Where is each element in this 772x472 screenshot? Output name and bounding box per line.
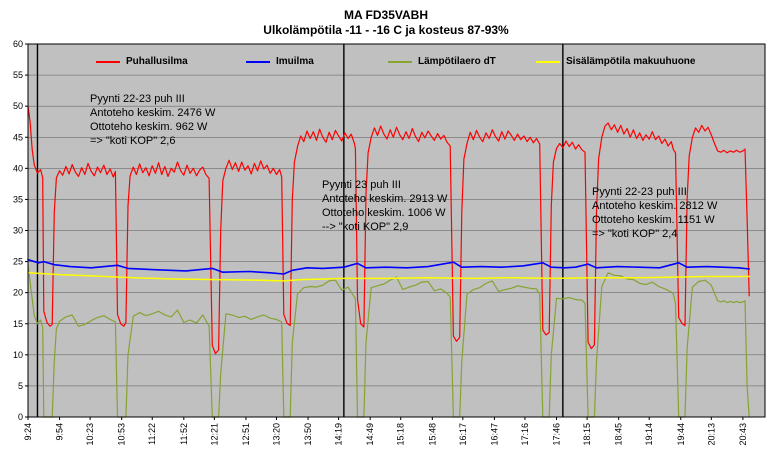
legend-item-puhallusilma: Puhallusilma xyxy=(96,56,188,67)
x-tick-label: 15:48 xyxy=(427,423,437,446)
annotation-line: Antoteho keskim. 2913 W xyxy=(322,193,448,205)
x-tick-label: 13:20 xyxy=(271,423,281,446)
x-tick-label: 17:46 xyxy=(552,423,562,446)
x-tick-label: 10:23 xyxy=(85,423,95,446)
legend-swatch-red-line-icon xyxy=(96,60,120,63)
y-tick-label: 0 xyxy=(18,412,23,422)
x-tick-label: 19:44 xyxy=(676,423,686,446)
annotation-line: --> "koti KOP" 2,9 xyxy=(322,221,409,233)
y-tick-label: 20 xyxy=(13,288,23,298)
x-tick-label: 11:22 xyxy=(147,423,157,445)
x-tick-label: 11:52 xyxy=(179,423,189,445)
annotation-line: Pyynti 22-23 puh III xyxy=(90,93,185,105)
y-tick-label: 5 xyxy=(18,381,23,391)
annotation-period-3: Pyynti 22-23 puh III Antoteho keskim. 28… xyxy=(592,185,717,241)
y-tick-label: 25 xyxy=(13,257,23,267)
x-tick-label: 20:43 xyxy=(738,423,748,446)
x-tick-label: 9:54 xyxy=(55,423,65,441)
x-tick-label: 13:50 xyxy=(303,423,313,446)
plot-border xyxy=(27,43,766,418)
legend-swatch-blue-line-icon xyxy=(246,60,270,63)
annotation-line: Pyynti 23 puh III xyxy=(322,179,401,191)
annotation-period-2: Pyynti 23 puh III Antoteho keskim. 2913 … xyxy=(322,178,447,234)
x-tick-label: 18:15 xyxy=(582,423,592,446)
x-tick-label: 12:51 xyxy=(241,423,251,446)
annotation-line: Ottoteho keskim. 1151 W xyxy=(592,214,715,226)
y-tick-label: 10 xyxy=(13,350,23,360)
chart-title: MA FD35VABH xyxy=(343,8,428,22)
annotation-line: => "koti KOP" 2,4 xyxy=(592,228,678,240)
x-tick-label: 14:19 xyxy=(334,423,344,446)
x-tick-label: 19:14 xyxy=(644,423,654,446)
x-tick-label: 20:13 xyxy=(706,423,716,446)
legend-label-sisalampotila: Sisälämpötila makuuhuone xyxy=(566,56,696,67)
series-line-4 xyxy=(27,272,750,282)
y-tick-label: 45 xyxy=(13,132,23,142)
y-tick-label: 15 xyxy=(13,319,23,329)
x-tick-label: 16:47 xyxy=(489,423,499,446)
y-tick-label: 55 xyxy=(13,70,23,80)
annotation-line: Antoteho keskim. 2812 W xyxy=(592,200,718,212)
legend-swatch-olive-line-icon xyxy=(388,60,412,63)
annotation-line: Antoteho keskim. 2476 W xyxy=(90,107,216,119)
annotation-line: Ottoteho keskim. 962 W xyxy=(90,121,208,133)
legend-item-imuilma: Imuilma xyxy=(246,56,314,67)
legend-item-sisalampotila: Sisälämpötila makuuhuone xyxy=(536,56,695,67)
x-tick-label: 10:53 xyxy=(117,423,127,446)
annotation-line: Pyynti 22-23 puh III xyxy=(592,186,687,198)
legend-label-lampotilaero: Lämpötilaero dT xyxy=(418,56,496,67)
series-line-2 xyxy=(27,258,751,275)
x-tick-label: 15:18 xyxy=(396,423,406,446)
chart-subtitle: Ulkolämpötila -11 - -16 C ja kosteus 87-… xyxy=(263,23,509,37)
y-tick-label: 40 xyxy=(13,163,23,173)
series-line-3 xyxy=(27,264,750,418)
y-tick-label: 60 xyxy=(13,39,23,49)
x-tick-label: 18:45 xyxy=(614,423,624,446)
x-tick-label: 14:49 xyxy=(365,423,375,446)
legend-swatch-yellow-line-icon xyxy=(536,60,560,63)
annotation-line: Ottoteho keskim. 1006 W xyxy=(322,207,446,219)
series-line-1 xyxy=(27,105,750,355)
legend-label-puhallusilma: Puhallusilma xyxy=(126,56,188,67)
y-tick-label: 35 xyxy=(13,194,23,204)
annotation-line: => "koti KOP" 2,6 xyxy=(90,135,176,147)
annotation-period-1: Pyynti 22-23 puh III Antoteho keskim. 24… xyxy=(90,92,215,148)
x-tick-label: 16:17 xyxy=(458,423,468,446)
y-tick-label: 30 xyxy=(13,226,23,236)
legend-label-imuilma: Imuilma xyxy=(276,56,314,67)
legend-item-lampotilaero: Lämpötilaero dT xyxy=(388,56,496,67)
x-tick-label: 9:24 xyxy=(23,423,33,441)
x-tick-label: 12:21 xyxy=(209,423,219,446)
y-tick-label: 50 xyxy=(13,101,23,111)
x-tick-label: 17:16 xyxy=(520,423,530,446)
